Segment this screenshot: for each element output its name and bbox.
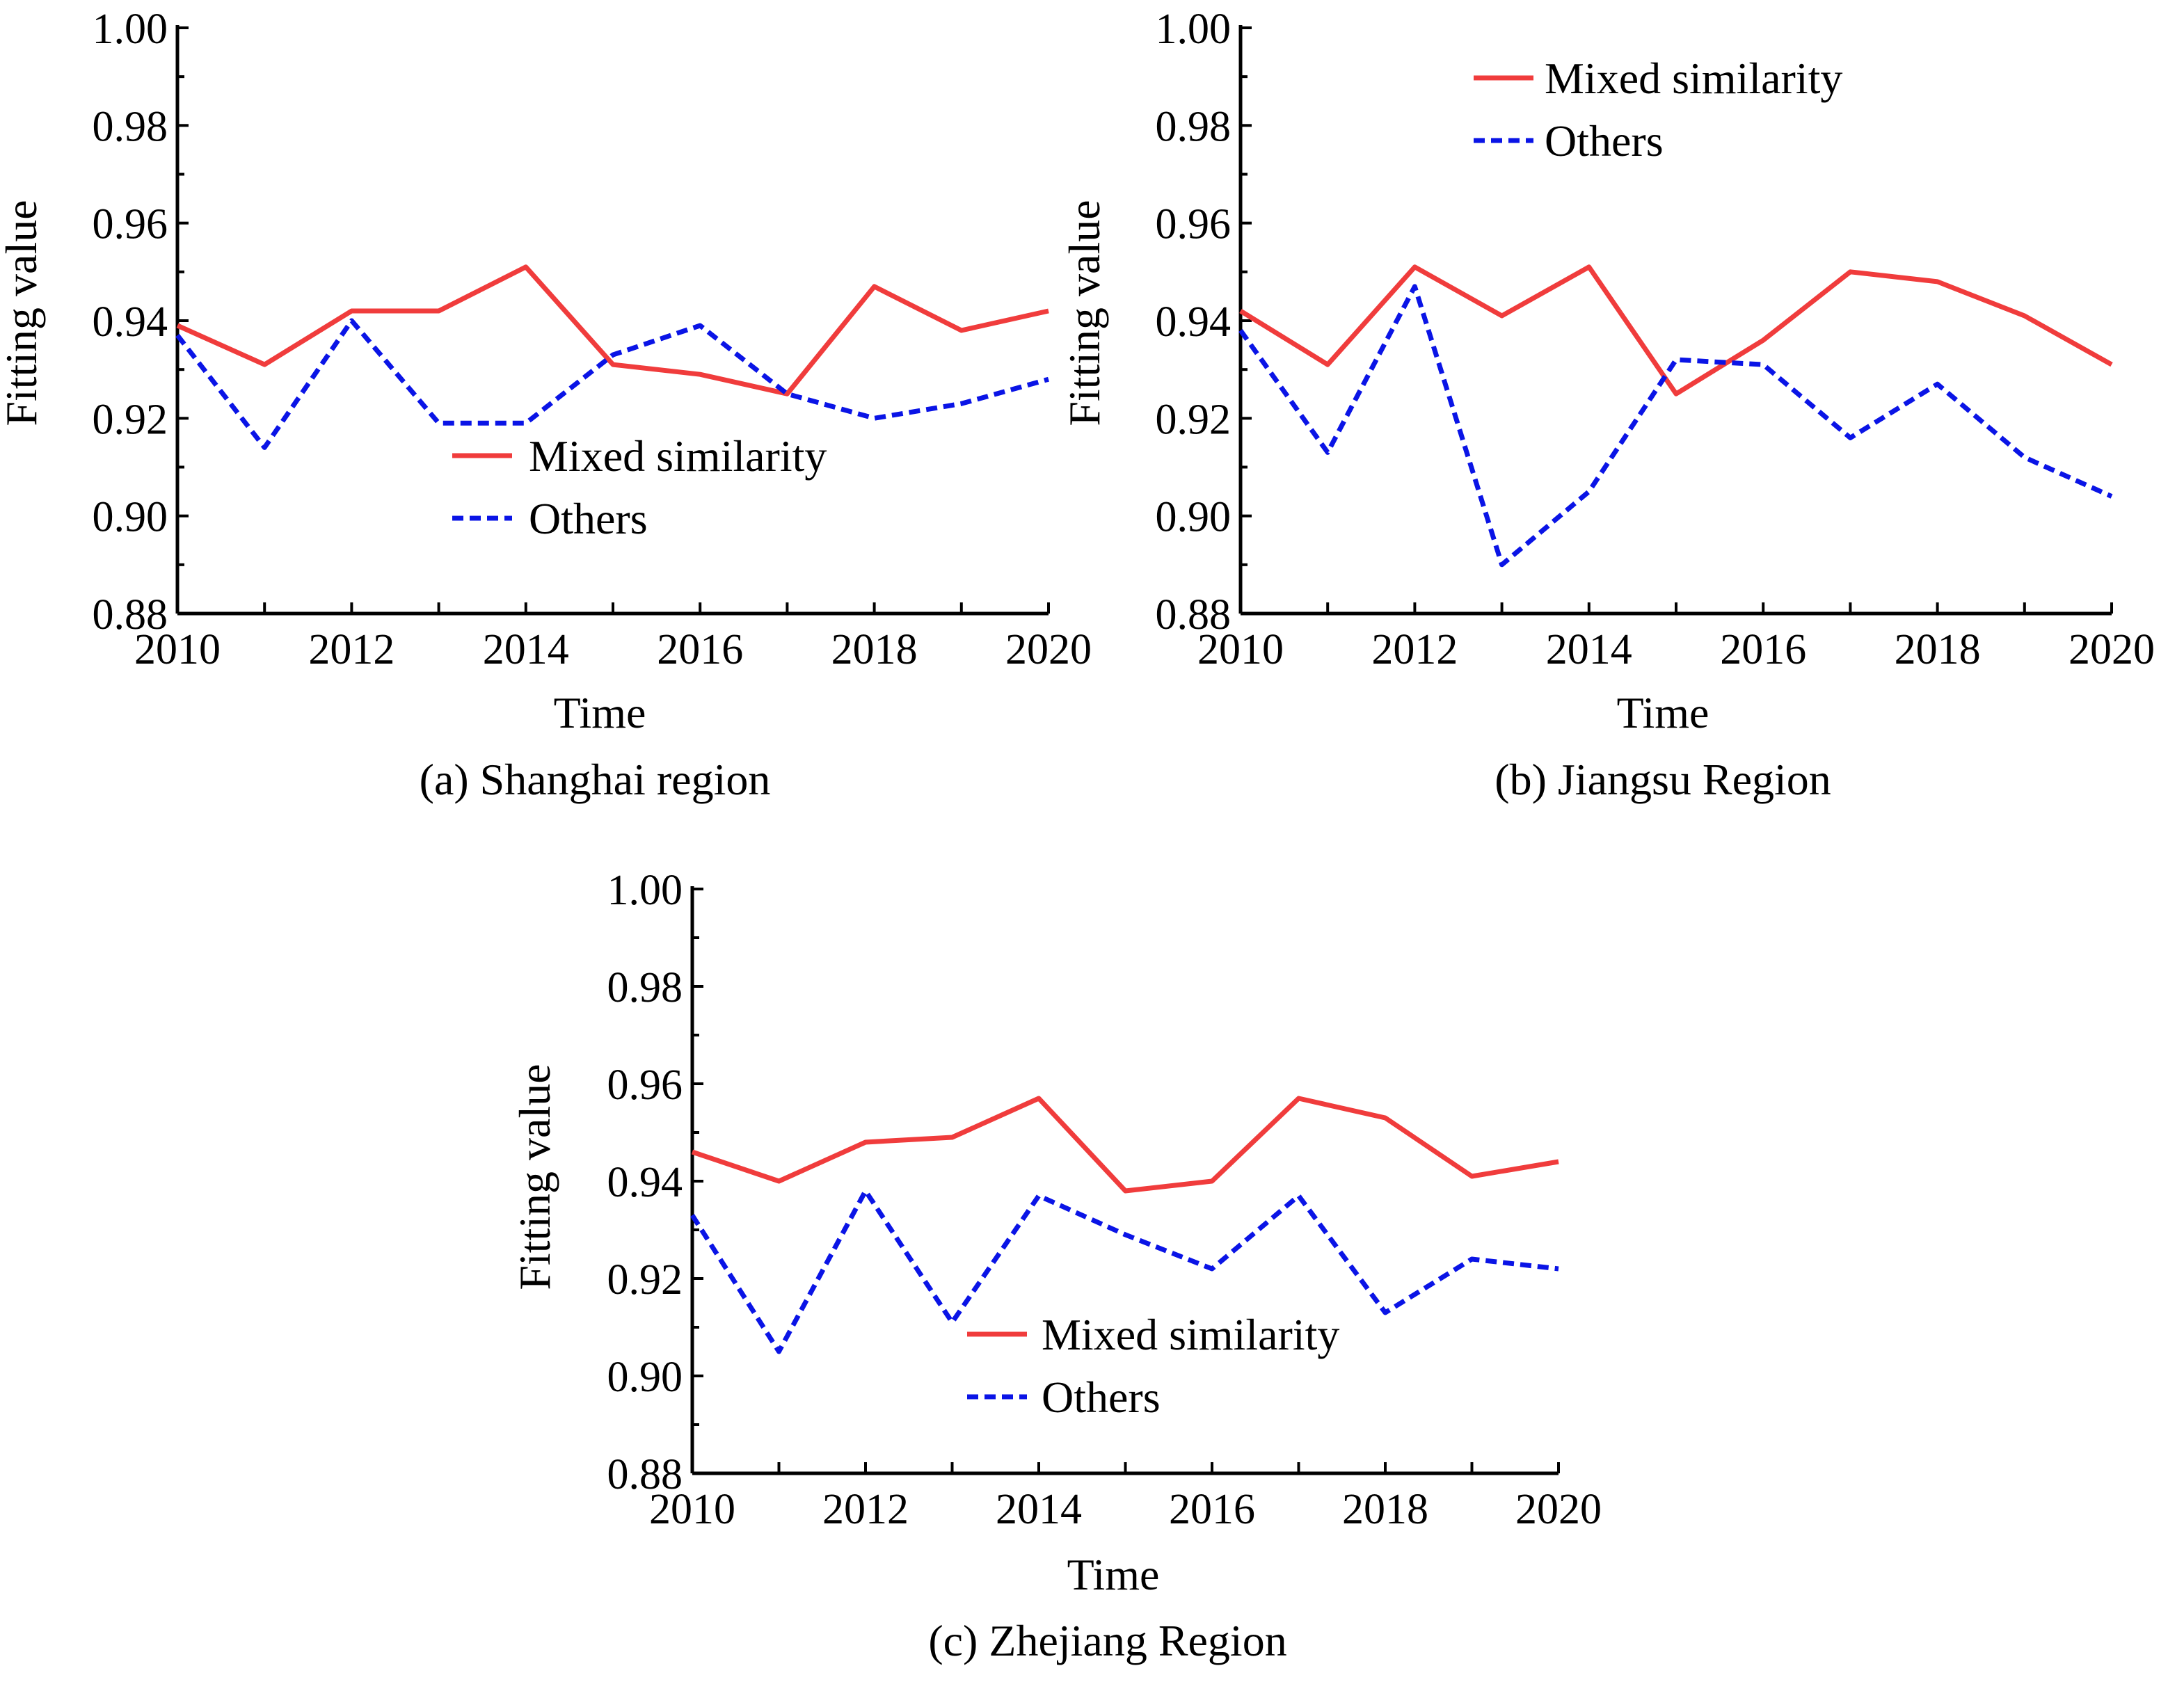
y-axis-title: Fitting value — [1060, 200, 1109, 426]
x-tick-label: 2010 — [1197, 626, 1284, 673]
panel-caption: (c) Zhejiang Region — [928, 1616, 1286, 1665]
x-tick-label: 2012 — [1371, 626, 1458, 673]
y-tick-label: 0.88 — [93, 591, 168, 639]
y-tick-label: 0.90 — [93, 494, 168, 541]
y-tick-label: 0.98 — [1156, 103, 1232, 150]
y-tick-label: 0.98 — [607, 964, 683, 1011]
x-tick-label: 2014 — [996, 1486, 1082, 1533]
series-line-mixed-similarity — [1239, 264, 2113, 397]
y-tick-label: 0.92 — [607, 1256, 683, 1304]
panel-caption: (a) Shanghai region — [420, 755, 771, 804]
panel-caption: (b) Jiangsu Region — [1494, 755, 1831, 804]
y-tick-label: 0.98 — [93, 103, 168, 150]
y-tick-label: 0.90 — [1156, 494, 1232, 541]
y-tick-label: 0.94 — [607, 1159, 683, 1206]
y-axis-title: Fitting value — [0, 200, 46, 426]
y-tick-label: 0.94 — [1156, 298, 1232, 346]
y-axis-title: Fitting value — [510, 1064, 559, 1290]
series-line-mixed-similarity — [691, 1096, 1559, 1194]
y-tick-label: 1.00 — [607, 867, 683, 914]
x-tick-label: 2018 — [1342, 1486, 1428, 1533]
legend-label: Mixed similarity — [1042, 1310, 1339, 1359]
x-tick-label: 2010 — [134, 626, 221, 673]
x-tick-label: 2020 — [1005, 626, 1092, 673]
x-tick-label: 2016 — [657, 626, 743, 673]
y-tick-label: 0.92 — [1156, 396, 1232, 443]
x-axis-title: Time — [554, 688, 646, 737]
y-tick-label: 0.96 — [607, 1062, 683, 1109]
x-tick-label: 2020 — [2069, 626, 2155, 673]
x-tick-label: 2014 — [1546, 626, 1632, 673]
legend-label: Others — [529, 494, 648, 543]
x-tick-label: 2016 — [1720, 626, 1806, 673]
series-line-mixed-similarity — [176, 264, 1049, 397]
x-tick-label: 2020 — [1515, 1486, 1602, 1533]
y-tick-label: 1.00 — [93, 6, 168, 53]
legend-label: Mixed similarity — [1545, 54, 1842, 103]
x-tick-label: 2010 — [649, 1486, 735, 1533]
x-axis-title: Time — [1067, 1550, 1160, 1599]
x-tick-label: 2018 — [831, 626, 918, 673]
y-tick-label: 0.96 — [1156, 201, 1232, 248]
y-tick-label: 0.92 — [93, 396, 168, 443]
legend-label: Others — [1042, 1372, 1161, 1422]
x-axis-title: Time — [1617, 688, 1709, 737]
y-tick-label: 0.96 — [93, 201, 168, 248]
x-tick-label: 2016 — [1169, 1486, 1255, 1533]
chart-panel-1: 2010 2012 2014 2016 2018 2020 0.88 0.90 0.92 0.94… — [0, 6, 1092, 804]
legend-label: Others — [1545, 116, 1664, 166]
y-tick-label: 0.90 — [607, 1354, 683, 1401]
chart-panel-3: 2010 2012 2014 2016 2018 2020 0.88 0.90 0.92 0.94… — [510, 867, 1602, 1665]
x-tick-label: 2014 — [483, 626, 569, 673]
y-tick-label: 1.00 — [1156, 6, 1232, 53]
x-tick-label: 2012 — [308, 626, 394, 673]
series-line-others — [1238, 284, 2113, 568]
x-tick-label: 2012 — [822, 1486, 909, 1533]
y-tick-label: 0.88 — [1156, 591, 1232, 639]
y-tick-label: 0.94 — [93, 298, 168, 346]
x-tick-label: 2018 — [1895, 626, 1981, 673]
legend-label: Mixed similarity — [529, 431, 827, 481]
y-tick-label: 0.88 — [607, 1451, 683, 1498]
chart-panel-2: 2010 2012 2014 2016 2018 2020 0.88 0.90 0.92 0.94… — [1060, 6, 2155, 804]
